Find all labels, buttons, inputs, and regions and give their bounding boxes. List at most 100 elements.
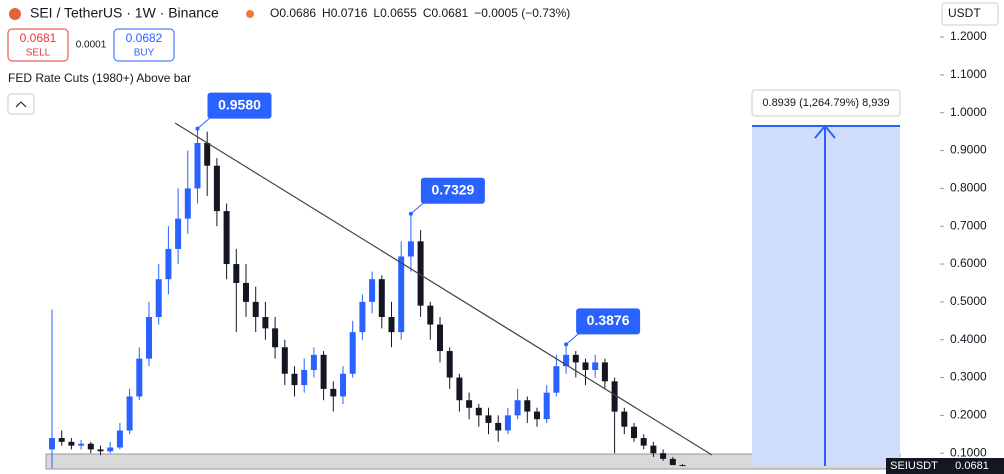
y-tick-label: 0.1000 (950, 445, 987, 459)
candle-body (407, 241, 414, 257)
candle-body (68, 441, 75, 446)
buy-price: 0.0682 (126, 31, 163, 45)
y-tick-label: 0.7000 (950, 218, 987, 232)
buy-label: BUY (134, 48, 155, 59)
annotation-pointer (197, 116, 212, 129)
candle-body (592, 362, 599, 370)
trend-line (174, 122, 713, 456)
candle-body (223, 211, 230, 265)
candle-body (572, 354, 579, 363)
y-tick-label: 0.6000 (950, 256, 987, 270)
logo (9, 8, 21, 20)
candle-body (427, 305, 434, 325)
candle-body (504, 415, 511, 431)
candle-body (320, 354, 327, 389)
candle-body (485, 415, 492, 423)
candle-body (49, 438, 55, 450)
candle-body (631, 426, 637, 439)
y-tick-label: 0.2000 (950, 408, 987, 422)
symbol: SEI / TetherUS · 1W · Binance (30, 5, 219, 21)
y-tick-label: 0.4000 (950, 332, 987, 346)
candle-body (378, 279, 385, 318)
y-tick-label: 1.2000 (950, 29, 987, 43)
candle-body (165, 248, 172, 280)
annotation-label: 0.3876 (587, 312, 630, 328)
candle-body (601, 362, 608, 382)
candle-body (388, 317, 395, 333)
collapse-button[interactable] (7, 93, 35, 115)
candle-body (204, 142, 211, 166)
y-tick-label: 0.3000 (950, 370, 987, 384)
candle-body (621, 411, 628, 427)
currency-button[interactable] (941, 2, 999, 26)
ohlc-value: L0.0655 (373, 6, 417, 20)
annotation-dot (564, 342, 569, 347)
candle-body (534, 411, 540, 420)
measure-label-box (751, 89, 901, 117)
candle-body (87, 443, 94, 450)
currency: USDT (948, 6, 981, 20)
candle-body (446, 351, 453, 378)
candle-body (330, 388, 337, 397)
candle-body (116, 430, 123, 448)
candle-body (669, 458, 676, 466)
ohlc-value: −0.0005 (−0.73%) (474, 6, 570, 20)
candle-body (301, 369, 308, 386)
tag-price: 0.0681 (955, 460, 989, 472)
candle-body (349, 332, 356, 374)
annotation-pointer (410, 201, 426, 215)
candle-body (97, 449, 104, 452)
candle-body (543, 392, 550, 420)
chevron (15, 101, 27, 108)
candle-body (437, 324, 443, 352)
annotation-box (207, 92, 272, 119)
candle-body (369, 279, 376, 302)
candle-body (495, 422, 502, 431)
candle-body (175, 218, 182, 249)
annotation-label: 0.9580 (218, 96, 261, 112)
ohlc-value: O0.0686 (270, 6, 316, 20)
candle-body (650, 445, 657, 454)
candle-body (262, 317, 269, 329)
candle-body (398, 256, 405, 333)
spread: 0.0001 (76, 40, 107, 51)
candle-body (640, 438, 647, 446)
candle-body (340, 373, 346, 397)
y-tick-label: 0.8000 (950, 181, 987, 195)
annotation-box (420, 177, 485, 204)
candle-body (660, 453, 667, 459)
y-tick-label: 1.0000 (950, 105, 987, 119)
arrow-head (814, 124, 836, 139)
candle-body (78, 443, 85, 446)
candle-body (233, 264, 240, 283)
sell-price: 0.0681 (20, 31, 57, 45)
candle-body (107, 447, 114, 452)
symbol-icon (246, 10, 254, 18)
candle-body (553, 366, 560, 393)
candle-body (524, 400, 531, 412)
y-tick-label: 0.9000 (950, 143, 987, 157)
candle-body (359, 301, 366, 333)
candle-body (155, 279, 162, 318)
candle-body (611, 381, 618, 412)
buy-button[interactable] (113, 28, 175, 62)
ohlc-value: C0.0681 (423, 6, 469, 20)
measure-label: 0.8939 (1,264.79%) 8,939 (762, 97, 889, 109)
price-tag (942, 458, 1004, 474)
candle-body (582, 362, 589, 370)
candle-body (514, 400, 521, 416)
sell-button[interactable] (7, 28, 69, 62)
candle-body (126, 396, 133, 431)
y-tick-label: 1.1000 (950, 67, 987, 81)
annotation-label: 0.7329 (431, 181, 474, 197)
candle-body (475, 407, 482, 416)
candle-body (417, 241, 424, 306)
annotation-pointer (565, 332, 581, 345)
annotation-dot (195, 126, 200, 131)
candle-body (184, 188, 191, 219)
annotation-box (576, 308, 641, 335)
candle-body (281, 347, 288, 374)
candle-body (310, 354, 317, 370)
symbol-tag (886, 458, 942, 474)
candle-body (213, 165, 220, 212)
